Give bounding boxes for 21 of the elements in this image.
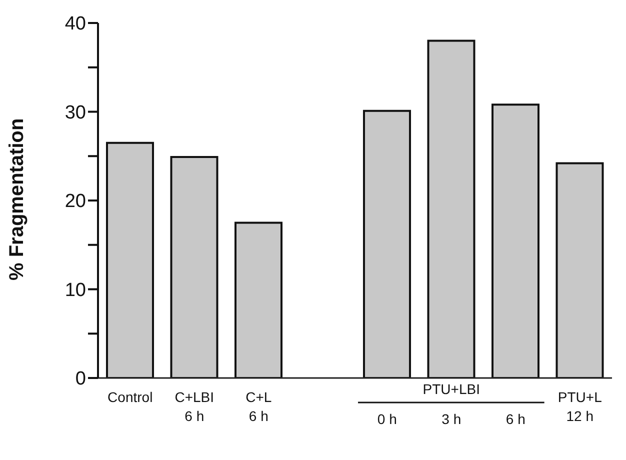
x-tick-label: 0 h [377, 411, 397, 427]
y-tick-label: 10 [64, 280, 86, 301]
bar [106, 142, 154, 378]
x-tick-label: 3 h [442, 411, 462, 427]
x-tick-label: 6 h [506, 411, 526, 427]
x-tick-label: Control [108, 389, 153, 405]
bar [170, 156, 218, 378]
bar [362, 110, 411, 378]
text: PTU+LBI [422, 381, 481, 397]
bar [234, 222, 282, 378]
x-tick-label: C+LBI 6 h [174, 389, 214, 424]
y-tick-label: 40 [64, 14, 86, 35]
x-tick-label: C+L 6 h [246, 389, 272, 424]
bar [491, 104, 540, 378]
y-axis-title: % Fragmentation [6, 118, 28, 280]
y-tick-label: 30 [64, 102, 86, 124]
x-tick-label: PTU+L 12 h [558, 389, 602, 424]
bar [556, 162, 604, 378]
y-tick-label: 0 [75, 368, 86, 390]
y-tick-label: 20 [64, 191, 86, 212]
bar [427, 40, 476, 378]
